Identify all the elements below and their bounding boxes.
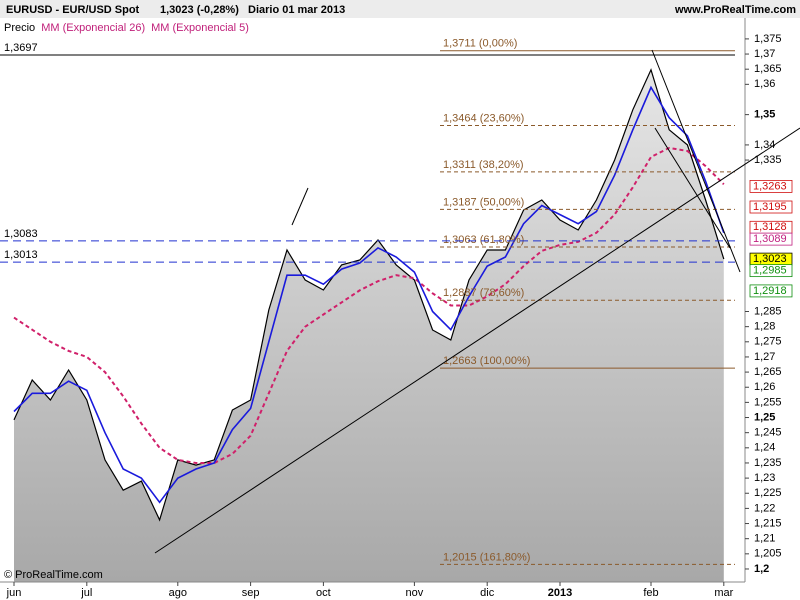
y-tick-label: 1,2	[754, 563, 769, 575]
y-tick-label: 1,205	[754, 548, 782, 560]
y-tick-label: 1,28	[754, 321, 775, 333]
y-tick-label: 1,36	[754, 78, 775, 90]
legend-entry: Precio	[4, 22, 35, 34]
trendline	[291, 187, 309, 226]
level-label: 1,3697	[4, 42, 38, 54]
y-tick-label: 1,25	[754, 411, 775, 423]
y-tick-label: 1,335	[754, 154, 782, 166]
x-tick-label: nov	[406, 587, 424, 599]
period: Diario 01 mar 2013	[248, 4, 345, 16]
copyright: © ProRealTime.com	[4, 569, 103, 581]
x-tick-label: ago	[169, 587, 187, 599]
trendline	[654, 127, 731, 249]
trendline	[154, 127, 800, 554]
price-marker-label: 1,3263	[753, 180, 787, 192]
y-tick-label: 1,215	[754, 517, 782, 529]
price-line	[13, 68, 725, 522]
price-marker-label: 1,3089	[753, 233, 787, 245]
y-tick-label: 1,285	[754, 305, 782, 317]
y-tick-label: 1,275	[754, 336, 782, 348]
trendlines	[154, 49, 800, 554]
y-tick-label: 1,235	[754, 457, 782, 469]
fibonacci-label: 1,3711 (0,00%)	[443, 38, 517, 50]
price-marker-label: 1,3128	[753, 221, 787, 233]
y-tick-label: 1,23	[754, 472, 775, 484]
price-marker-label: 1,3023	[753, 253, 787, 265]
x-tick-label: oct	[316, 587, 331, 599]
moving-average	[13, 146, 725, 464]
price-marker-label: 1,2918	[753, 285, 787, 297]
source: www.ProRealTime.com	[674, 4, 796, 16]
x-tick-label: mar	[714, 587, 733, 599]
fibonacci-label: 1,2015 (161,80%)	[443, 551, 530, 563]
y-tick-label: 1,245	[754, 427, 782, 439]
y-tick-label: 1,35	[754, 109, 775, 121]
y-tick-label: 1,375	[754, 33, 782, 45]
price-marker	[749, 264, 793, 278]
fibonacci-label: 1,2887 (78,60%)	[443, 287, 524, 299]
trendline	[651, 49, 741, 273]
x-tick-label: dic	[480, 587, 495, 599]
y-tick-label: 1,255	[754, 396, 782, 408]
level-label: 1,3013	[4, 249, 38, 261]
fibonacci-label: 1,2663 (100,00%)	[443, 355, 530, 367]
y-tick-label: 1,22	[754, 502, 775, 514]
fibonacci-label: 1,3311 (38,20%)	[443, 159, 524, 171]
fibonacci-label: 1,3063 (61,80%)	[443, 234, 524, 246]
y-tick-label: 1,34	[754, 139, 775, 151]
price-area	[14, 69, 724, 583]
header-bar	[0, 0, 800, 18]
price-marker	[749, 200, 793, 214]
x-tick-label: sep	[242, 587, 260, 599]
y-tick-label: 1,21	[754, 533, 775, 545]
level-label: 1,3083	[4, 228, 38, 240]
y-tick-label: 1,37	[754, 48, 775, 60]
x-tick-label: feb	[643, 587, 658, 599]
legend-entry: MM (Exponencial 26)	[41, 22, 145, 34]
last-price: 1,3023 (-0,28%)	[160, 4, 239, 16]
y-tick-label: 1,265	[754, 366, 782, 378]
moving-average	[13, 85, 725, 504]
price-marker-label: 1,3195	[753, 201, 787, 213]
y-tick-label: 1,365	[754, 63, 782, 75]
plot: 1,3711 (0,00%) 1,3464 (23,60%) 1,3311 (38,…	[0, 38, 735, 583]
price-marker	[749, 180, 793, 193]
y-tick-label: 1,26	[754, 381, 775, 393]
fibonacci-label: 1,3187 (50,00%)	[443, 196, 524, 208]
x-tick-label: jul	[80, 587, 92, 599]
instrument-title: EURUSD - EUR/USD Spot	[6, 4, 140, 16]
y-tick-label: 1,24	[754, 442, 775, 454]
price-marker	[749, 232, 793, 246]
fibonacci-label: 1,3464 (23,60%)	[443, 112, 524, 124]
price-marker-label: 1,2985	[753, 265, 787, 277]
y-tick-label: 1,27	[754, 351, 775, 363]
x-tick-label: jun	[6, 587, 22, 599]
x-tick-label: 2013	[548, 587, 572, 599]
price-marker	[749, 284, 793, 298]
y-tick-label: 1,225	[754, 487, 782, 499]
legend-entry: MM (Exponencial 5)	[151, 22, 249, 34]
